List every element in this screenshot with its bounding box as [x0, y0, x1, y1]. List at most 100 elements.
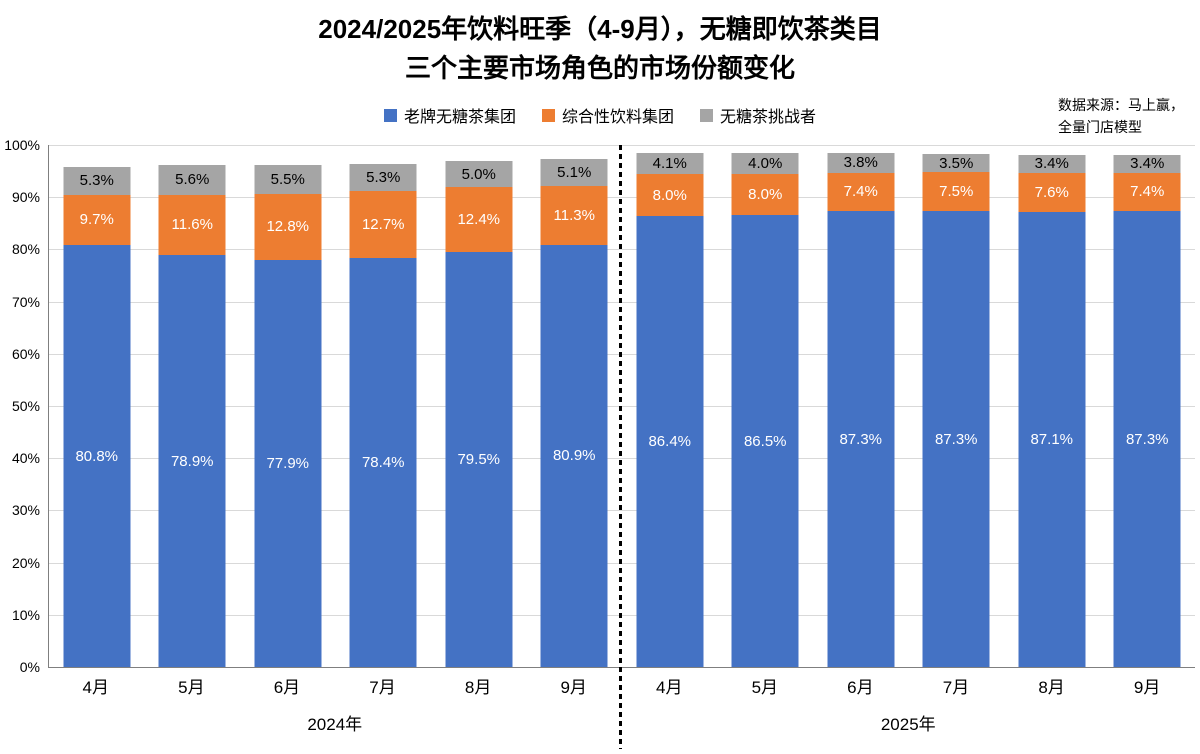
bar-segment: 12.4% [445, 187, 513, 253]
year-label: 2025年 [880, 715, 936, 734]
stacked-bar: 87.3% 7.4% 3.4% [1113, 145, 1181, 667]
data-label: 3.8% [843, 154, 878, 172]
stacked-bar: 80.9% 11.3% 5.1% [540, 145, 608, 667]
stacked-bar: 80.8% 9.7% 5.3% [63, 145, 131, 667]
data-label: 5.3% [366, 169, 401, 187]
month-label: 9月 [560, 678, 587, 697]
data-label: 8.0% [652, 186, 687, 204]
legend: 老牌无糖茶集团 综合性饮料集团 无糖茶挑战者 [0, 103, 1200, 127]
gridline [49, 197, 1195, 199]
legend-item-conglomerate: 综合性饮料集团 [541, 103, 674, 127]
gridline [49, 406, 1195, 407]
bar-segment: 12.8% [254, 193, 322, 261]
data-label: 7.4% [1130, 183, 1165, 201]
data-label: 8.0% [748, 186, 783, 204]
source-note: 数据来源：马上赢， 全量门店模型 [1058, 94, 1184, 139]
bar-slot: 86.4% 8.0% 4.1% [622, 145, 718, 667]
gridline [49, 301, 1195, 303]
data-label: 87.3% [1125, 430, 1169, 448]
legend-label: 综合性饮料集团 [561, 109, 674, 126]
source-note-line2: 全量门店模型 [1058, 119, 1142, 136]
legend-label: 无糖茶挑战者 [720, 109, 817, 126]
gridline [49, 145, 1195, 146]
bar-segment: 5.6% [158, 165, 226, 195]
legend-swatch [700, 108, 713, 122]
month-label: 7月 [942, 678, 970, 697]
bar-segment: 3.5% [922, 153, 990, 173]
gridline [49, 249, 1195, 251]
year-label: 2024年 [307, 715, 363, 734]
bar-segment: 5.1% [540, 159, 608, 186]
bar-segment: 80.8% [63, 245, 131, 667]
data-label: 5.0% [461, 165, 496, 183]
bar-segment: 87.3% [1113, 211, 1181, 667]
stacked-bar: 87.3% 7.4% 3.8% [827, 145, 895, 667]
y-axis-tick-label: 40% [11, 450, 40, 467]
data-label: 86.4% [648, 433, 692, 450]
bar-segment: 8.0% [731, 173, 799, 216]
bar-segment: 5.5% [254, 164, 322, 194]
bar-slot: 80.9% 11.3% 5.1% [527, 145, 623, 667]
data-label: 3.4% [1034, 155, 1069, 173]
y-axis-tick-label: 80% [11, 241, 40, 258]
month-label: 7月 [369, 678, 396, 697]
plot-area: 0% 10% 20% 30% 40% 50% 60% 70% 80% 90% 100% 80.8% 9.… [4, 137, 1196, 675]
data-label: 5.6% [175, 171, 210, 189]
data-label: 3.4% [1130, 155, 1165, 173]
bar-segment: 87.3% [922, 211, 990, 667]
month-label: 9月 [1133, 678, 1161, 697]
chart-title: 2024/2025年饮料旺季（4-9月），无糖即饮茶类目 三个主要市场角色的市场… [0, 10, 1200, 88]
stacked-bar: 86.5% 8.0% 4.0% [731, 145, 799, 667]
stacked-bar: 78.9% 11.6% 5.6% [158, 145, 226, 667]
bar-slot: 80.8% 9.7% 5.3% [49, 145, 145, 667]
data-label: 12.4% [457, 211, 501, 229]
gridline [49, 562, 1195, 564]
y-axis-tick-label: 100% [4, 137, 40, 153]
bar-slot: 87.1% 7.6% 3.4% [1004, 145, 1100, 667]
bar-segment: 79.5% [445, 252, 513, 667]
y-axis-tick-label: 20% [11, 554, 40, 571]
month-label: 8月 [464, 678, 492, 697]
bar-slot: 87.3% 7.4% 3.8% [813, 145, 909, 667]
legend-swatch [541, 108, 555, 122]
data-label: 11.6% [171, 216, 213, 234]
gridline [49, 510, 1195, 512]
bar-segment: 3.8% [827, 152, 895, 173]
data-label: 12.7% [361, 216, 405, 234]
bar-segment: 5.3% [63, 166, 131, 195]
legend-item-incumbent: 老牌无糖茶集团 [383, 103, 516, 127]
x-axis-month-labels: 4月 5月 6月 7月 8月 9月 4月 5月 6月 7月 8月 9月 [48, 673, 1195, 698]
bar-segment: 7.4% [827, 172, 895, 212]
bar-segment: 77.9% [254, 260, 322, 667]
y-axis-tick-label: 50% [11, 398, 40, 414]
month-label: 5月 [178, 678, 205, 697]
source-note-line1: 数据来源：马上赢， [1058, 97, 1184, 113]
stacked-bar: 86.4% 8.0% 4.1% [636, 145, 704, 667]
x-axis-year-labels: 2024年 2025年 [48, 710, 1195, 735]
data-label: 5.3% [79, 172, 114, 190]
bar-slot: 77.9% 12.8% 5.5% [240, 145, 336, 667]
bar-segment: 5.0% [445, 161, 513, 188]
data-label: 4.0% [748, 154, 783, 172]
bar-segment: 78.9% [158, 255, 226, 667]
bar-segment: 5.3% [349, 163, 417, 192]
bar-segment: 4.0% [731, 152, 799, 174]
data-label: 3.5% [939, 154, 974, 172]
bar-slot: 79.5% 12.4% 5.0% [431, 145, 527, 667]
y-axis-tick-label: 30% [11, 502, 40, 519]
bar-slot: 87.3% 7.4% 3.4% [1100, 145, 1196, 667]
gridline [49, 614, 1195, 616]
bar-segment: 80.9% [540, 244, 608, 667]
gridline [49, 353, 1195, 355]
bar-segment: 9.7% [63, 194, 131, 246]
data-label: 80.9% [552, 447, 596, 465]
stacked-bar: 77.9% 12.8% 5.5% [254, 145, 322, 667]
data-label: 86.5% [743, 432, 787, 450]
bar-segment: 7.4% [1113, 172, 1181, 212]
stacked-bar: 78.4% 12.7% 5.3% [349, 145, 417, 667]
stacked-bar: 87.1% 7.6% 3.4% [1018, 145, 1086, 667]
chart-title-line2: 三个主要市场角色的市场份额变化 [404, 53, 795, 83]
data-label: 11.3% [553, 206, 595, 224]
bar-slot: 78.9% 11.6% 5.6% [145, 145, 241, 667]
